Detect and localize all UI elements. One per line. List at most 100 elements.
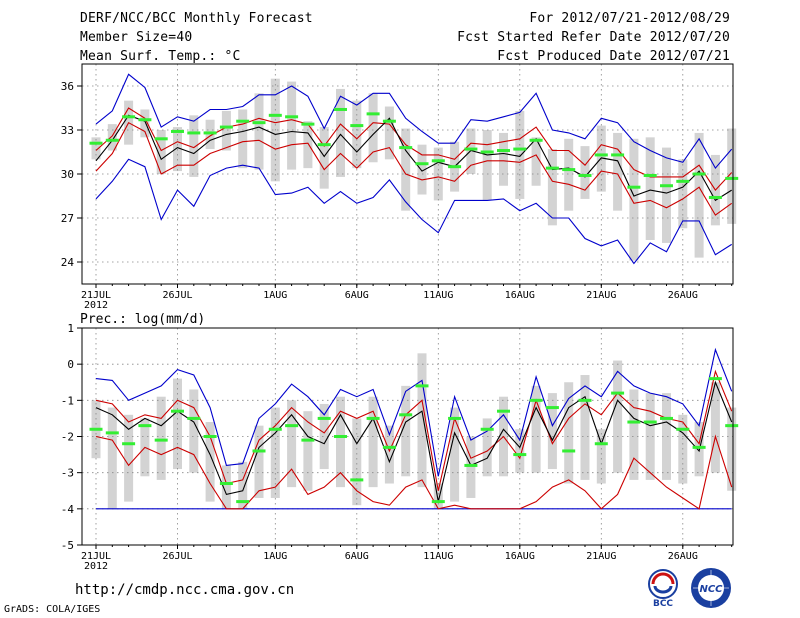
precip-box-8 xyxy=(205,422,215,502)
precip-box-33 xyxy=(613,360,623,473)
temp-median-4 xyxy=(138,118,152,122)
temp-ytick-label: 33 xyxy=(61,124,74,137)
temp-median-28 xyxy=(529,138,543,142)
temp-box-11 xyxy=(254,93,264,170)
precip-median-31 xyxy=(578,398,592,402)
temp-box-13 xyxy=(287,81,297,170)
temp-box-38 xyxy=(694,132,704,258)
precip-box-21 xyxy=(417,353,427,488)
forecast-started-date: Fcst Started Refer Date 2012/07/20 xyxy=(457,30,730,45)
precip-max-line xyxy=(95,347,733,477)
precip-box-17 xyxy=(352,418,362,506)
precip-box-31 xyxy=(580,375,590,480)
temp-box-28 xyxy=(531,137,541,186)
precip-box-14 xyxy=(303,411,313,491)
temp-median-10 xyxy=(236,119,250,123)
temp-median-13 xyxy=(285,115,299,119)
temp-median-29 xyxy=(545,166,559,170)
temp-median-34 xyxy=(627,185,641,189)
temp-median-12 xyxy=(268,113,282,117)
temp-box-7 xyxy=(189,115,199,177)
temp-box-20 xyxy=(401,128,411,211)
precip-box-24 xyxy=(466,436,476,498)
temp-box-37 xyxy=(678,159,688,229)
temp-median-40 xyxy=(725,176,739,180)
precip-xtick-label: 1AUG xyxy=(263,551,287,562)
temp-median-14 xyxy=(301,122,315,126)
temp-median-30 xyxy=(562,168,576,172)
precip-ytick-label: 1 xyxy=(67,322,74,335)
temp-median-2 xyxy=(105,138,119,142)
precip-box-27 xyxy=(515,429,525,473)
temp-box-16 xyxy=(336,88,345,177)
precip-median-2 xyxy=(105,431,119,435)
precip-lower-line xyxy=(95,434,733,510)
precip-ytick-label: 0 xyxy=(67,358,74,371)
temp-median-6 xyxy=(171,129,184,133)
precip-box-20 xyxy=(401,385,411,477)
temp-median-23 xyxy=(448,165,462,169)
temp-box-4 xyxy=(140,109,150,138)
precip-median-39 xyxy=(708,377,722,381)
temp-median-3 xyxy=(122,115,136,119)
temp-box-2 xyxy=(107,124,117,151)
temp-box-35 xyxy=(645,137,655,240)
temp-median-20 xyxy=(399,146,413,150)
precip-median-26 xyxy=(497,409,510,413)
precip-box-7 xyxy=(189,389,199,473)
precip-box-2 xyxy=(107,407,117,509)
temp-median-21 xyxy=(415,162,429,166)
temp-box-40 xyxy=(727,128,737,224)
temp-min-line xyxy=(95,158,732,265)
temp-median-9 xyxy=(219,125,233,129)
temp-box-34 xyxy=(629,138,639,261)
precip-median-12 xyxy=(268,427,282,431)
temp-box-15 xyxy=(319,127,329,189)
precip-median-1 xyxy=(89,427,103,431)
precip-ytick-label: -3 xyxy=(61,467,74,480)
precip-box-30 xyxy=(564,382,574,484)
temp-mean-line xyxy=(95,114,732,202)
precip-box-3 xyxy=(124,414,134,502)
temp-xtick-label: 26JUL xyxy=(162,290,192,301)
temp-median-7 xyxy=(187,131,201,135)
chart-title: DERF/NCC/BCC Monthly Forecast xyxy=(80,11,313,26)
temp-xtick-label: 21AUG xyxy=(586,290,616,301)
temp-median-39 xyxy=(708,195,722,199)
temp-ytick-label: 24 xyxy=(61,256,75,269)
precip-box-28 xyxy=(531,385,541,473)
precip-box-25 xyxy=(482,418,492,477)
temp-box-10 xyxy=(238,109,248,169)
precip-median-15 xyxy=(317,416,331,420)
precip-box-40 xyxy=(727,407,737,491)
bcc-logo-text: BCC xyxy=(653,599,673,608)
precip-box-15 xyxy=(319,403,329,470)
ncc-logo: NCC xyxy=(691,568,731,608)
temp-xtick-label: 6AUG xyxy=(345,290,369,301)
temp-box-31 xyxy=(580,146,590,199)
precip-box-13 xyxy=(287,400,297,488)
precip-xtick-label: 21AUG xyxy=(586,551,616,562)
precip-median-24 xyxy=(464,463,478,467)
temp-upper-line xyxy=(95,107,733,191)
temp-ytick-label: 27 xyxy=(61,212,74,225)
precip-median-27 xyxy=(513,453,527,457)
precip-upper-line xyxy=(95,369,733,491)
precip-median-22 xyxy=(431,500,445,504)
precip-median-4 xyxy=(138,424,152,428)
precip-median-5 xyxy=(154,438,168,442)
grads-credit: GrADS: COLA/IGES xyxy=(4,604,101,615)
precip-box-5 xyxy=(156,396,166,480)
precip-median-3 xyxy=(122,442,136,446)
source-url[interactable]: http://cmdp.ncc.cma.gov.cn xyxy=(75,582,295,598)
temp-xtick-label: 26AUG xyxy=(668,290,698,301)
precip-median-19 xyxy=(382,445,396,449)
precip-xtick-label: 26JUL xyxy=(162,551,192,562)
precip-year-label: 2012 xyxy=(84,561,108,572)
temp-box-36 xyxy=(662,147,671,243)
precip-box-32 xyxy=(596,429,606,484)
precip-median-11 xyxy=(252,449,266,453)
precip-xtick-label: 6AUG xyxy=(345,551,369,562)
precip-median-20 xyxy=(399,413,413,417)
